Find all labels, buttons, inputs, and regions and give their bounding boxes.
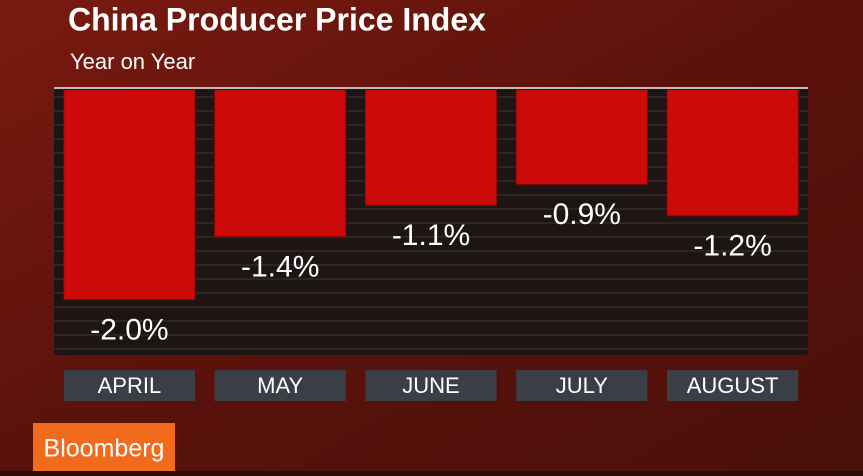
data-label: -0.9% bbox=[543, 198, 621, 231]
x-tick-label: JULY bbox=[556, 373, 608, 398]
x-tick-label: AUGUST bbox=[687, 373, 779, 398]
logo-box bbox=[33, 423, 175, 471]
bar bbox=[515, 89, 648, 185]
x-tick-label: MAY bbox=[257, 373, 303, 398]
category-box bbox=[365, 370, 497, 401]
data-label: -1.2% bbox=[693, 230, 771, 263]
bar bbox=[63, 89, 196, 301]
category-box bbox=[63, 370, 195, 401]
bar bbox=[364, 89, 498, 206]
chart-subtitle: Year on Year bbox=[70, 49, 195, 74]
category-box bbox=[516, 370, 648, 401]
category-box bbox=[667, 370, 799, 401]
data-label: -2.0% bbox=[90, 314, 168, 347]
chart-title: China Producer Price Index bbox=[68, 1, 486, 37]
x-tick-label: APRIL bbox=[98, 373, 162, 398]
x-tick-label: JUNE bbox=[402, 373, 459, 398]
data-label: -1.1% bbox=[392, 219, 470, 252]
category-box bbox=[214, 370, 346, 401]
logo: Bloomberg bbox=[44, 435, 165, 463]
data-label: -1.4% bbox=[241, 251, 319, 284]
bar bbox=[666, 89, 799, 217]
bar bbox=[214, 89, 347, 238]
